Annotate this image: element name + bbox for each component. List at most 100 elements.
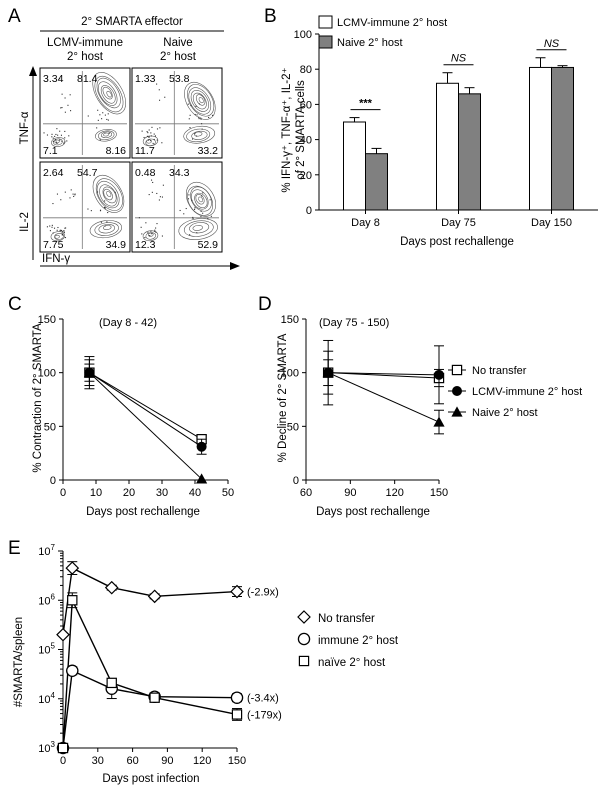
d-legend-label: No transfer bbox=[472, 365, 527, 377]
d-point-circle-filled bbox=[434, 369, 444, 380]
event-dot bbox=[187, 103, 189, 105]
event-dot bbox=[70, 189, 72, 191]
b-x-label: Days post rechallenge bbox=[400, 236, 514, 248]
event-dot bbox=[99, 114, 101, 116]
e-point-diamond-open bbox=[147, 589, 162, 604]
quadrant-value-lower-left: 11.7 bbox=[135, 145, 155, 157]
event-dot bbox=[73, 195, 75, 198]
e-point-square-open bbox=[106, 677, 117, 689]
density-contour bbox=[99, 184, 118, 207]
quadrant-value-upper-left: 0.48 bbox=[135, 167, 156, 179]
col-header-1-line2: 2° host bbox=[67, 51, 104, 63]
event-dot bbox=[148, 194, 150, 196]
panel-label-c: C bbox=[8, 294, 22, 315]
density-contour bbox=[102, 225, 112, 231]
density-contour bbox=[106, 190, 112, 197]
event-dot bbox=[201, 195, 203, 197]
event-dot bbox=[207, 218, 209, 220]
b-legend-swatch-naive bbox=[318, 35, 333, 49]
event-dot bbox=[152, 181, 154, 184]
event-dot bbox=[146, 135, 149, 137]
event-dot bbox=[60, 199, 62, 201]
event-dot bbox=[97, 119, 99, 121]
d-x-tick-label: 60 bbox=[300, 487, 312, 499]
flow-plot-3: 2.64 54.7 7.75 34.9 bbox=[39, 161, 131, 253]
event-dot bbox=[155, 227, 157, 229]
event-dot bbox=[59, 229, 61, 231]
e-x-tick-label: 90 bbox=[161, 755, 173, 767]
c-series-line-2 bbox=[89, 372, 202, 448]
panel-label-a: A bbox=[8, 6, 21, 27]
density-contour bbox=[191, 189, 209, 210]
event-dot bbox=[56, 128, 58, 130]
c-x-tick-label: 20 bbox=[123, 487, 135, 499]
event-dot bbox=[209, 199, 211, 201]
event-dot bbox=[195, 135, 198, 137]
density-contour bbox=[189, 222, 210, 234]
event-dot bbox=[200, 117, 202, 119]
event-dot bbox=[101, 118, 103, 120]
event-dot bbox=[146, 131, 148, 133]
event-dot bbox=[62, 234, 64, 236]
event-dot bbox=[69, 94, 71, 96]
event-dot bbox=[59, 230, 61, 232]
event-dot bbox=[51, 136, 53, 138]
c-y-tick-label: 100 bbox=[38, 368, 56, 380]
event-dot bbox=[153, 138, 155, 141]
chart-b: 0 20 40 60 80 100 Day 8 *** Day 75 NS Day 150 NS bbox=[294, 29, 598, 229]
density-contour bbox=[195, 194, 205, 205]
event-dot bbox=[64, 97, 66, 99]
c-x-tick-label: 10 bbox=[90, 487, 102, 499]
density-contour bbox=[185, 181, 217, 217]
event-dot bbox=[49, 230, 51, 232]
quadrant-value-lower-left: 7.1 bbox=[43, 145, 58, 157]
event-dot bbox=[159, 99, 161, 101]
event-dot bbox=[196, 114, 198, 116]
event-dot bbox=[192, 218, 194, 220]
event-dot bbox=[65, 227, 67, 229]
density-contour bbox=[96, 180, 120, 209]
event-dot bbox=[200, 118, 202, 120]
event-dot bbox=[90, 210, 92, 212]
e-fold-change-label: (-179x) bbox=[247, 709, 282, 721]
event-dot bbox=[192, 138, 194, 140]
event-dot bbox=[148, 135, 150, 137]
e-point-square-open bbox=[57, 742, 69, 754]
d-series-line-1 bbox=[328, 372, 440, 379]
density-contour bbox=[187, 84, 215, 117]
d-series-line-3 bbox=[327, 372, 440, 423]
event-dot bbox=[154, 230, 156, 232]
e-fold-change-label: (-3.4x) bbox=[247, 693, 279, 705]
quadrant-value-lower-left: 7.75 bbox=[43, 239, 64, 251]
c-x-label: Days post rechallenge bbox=[86, 506, 200, 518]
density-contour bbox=[192, 92, 207, 110]
quadrant-value-lower-right: 33.2 bbox=[198, 145, 219, 157]
event-dot bbox=[99, 139, 101, 141]
event-dot bbox=[156, 192, 158, 195]
event-dot bbox=[151, 126, 153, 128]
c-x-tick-label: 50 bbox=[222, 487, 234, 499]
event-dot bbox=[60, 229, 63, 231]
panel-a-header: 2° SMARTA effector bbox=[81, 16, 183, 28]
quadrant-value-lower-right: 52.9 bbox=[198, 239, 219, 251]
density-contour bbox=[191, 130, 208, 140]
c-y-tick-label: 0 bbox=[50, 475, 56, 487]
e-legend-marker bbox=[297, 610, 311, 624]
event-dot bbox=[154, 135, 157, 137]
event-dot bbox=[149, 235, 151, 237]
density-contour bbox=[95, 178, 123, 211]
event-dot bbox=[61, 234, 63, 236]
e-point-diamond-open bbox=[56, 627, 70, 642]
event-dot bbox=[87, 115, 89, 117]
event-dot bbox=[195, 105, 197, 107]
event-dot bbox=[97, 109, 99, 111]
event-dot bbox=[59, 130, 61, 132]
event-dot bbox=[189, 234, 191, 236]
e-series-line-3 bbox=[62, 597, 238, 749]
event-dot bbox=[190, 104, 192, 107]
quadrant-value-upper-right: 54.7 bbox=[77, 167, 98, 179]
e-point-square-open bbox=[149, 692, 160, 703]
event-dot bbox=[179, 209, 181, 212]
density-contour bbox=[188, 87, 212, 115]
